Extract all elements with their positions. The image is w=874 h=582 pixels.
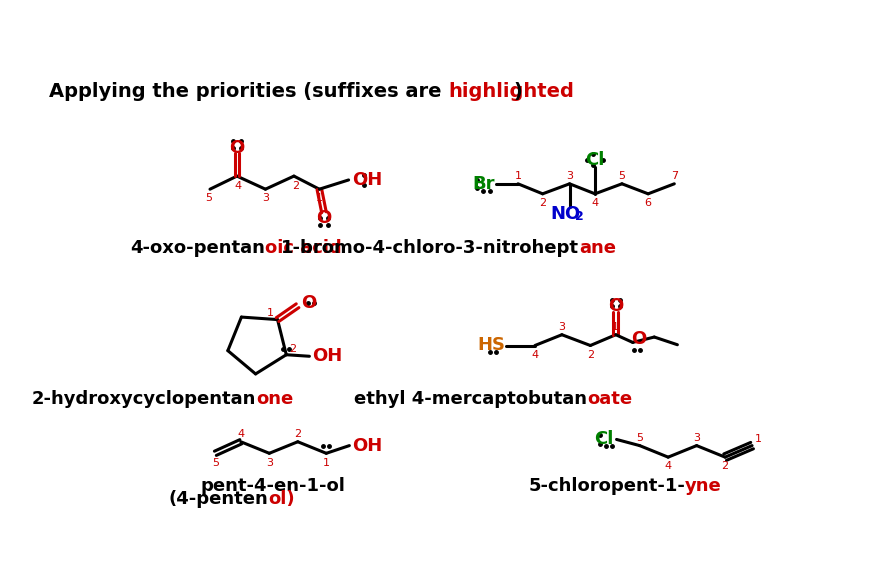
Text: OH: OH [351,171,382,189]
Text: 2: 2 [289,343,296,354]
Text: highlighted: highlighted [448,82,574,101]
Text: Cl: Cl [594,431,614,449]
Text: yne: yne [685,477,722,495]
Text: 4: 4 [664,462,672,471]
Text: Cl: Cl [586,151,605,169]
Text: 2-hydroxycyclopentan: 2-hydroxycyclopentan [31,391,256,409]
Text: ane: ane [579,239,616,257]
Text: one: one [256,391,294,409]
Text: 2: 2 [539,198,546,208]
Text: O: O [316,210,331,228]
Text: pent-4-en-1-ol: pent-4-en-1-ol [201,477,345,495]
Text: 1: 1 [613,322,620,332]
Text: 3: 3 [566,171,573,181]
Text: 3: 3 [266,457,273,467]
Text: 6: 6 [645,198,652,208]
Text: ol): ol) [268,489,295,508]
Text: 1-bromo-4-chloro-3-nitrohept: 1-bromo-4-chloro-3-nitrohept [281,239,579,257]
Text: 5: 5 [205,193,212,204]
Text: O: O [608,297,623,315]
Text: 1: 1 [316,193,323,204]
Text: Applying the priorities (suffixes are: Applying the priorities (suffixes are [49,82,448,101]
Text: 1: 1 [515,171,522,181]
Text: 1: 1 [267,308,274,318]
Text: O: O [302,294,316,311]
Text: 4-oxo-pentan: 4-oxo-pentan [130,239,266,257]
Text: NO: NO [551,205,581,223]
Text: 1: 1 [755,434,762,445]
Text: 5-chloropent-1-: 5-chloropent-1- [528,477,685,495]
Text: O: O [631,329,647,347]
Text: 3: 3 [262,193,269,204]
Text: HS: HS [477,336,505,354]
Text: 2: 2 [295,429,302,439]
Text: 1: 1 [323,457,329,467]
Text: oate: oate [587,391,633,409]
Text: oic acid: oic acid [266,239,343,257]
Text: 2: 2 [292,181,299,191]
Text: 4: 4 [235,181,242,191]
Text: 3: 3 [558,322,565,332]
Text: 4: 4 [592,198,599,208]
Text: 4: 4 [237,429,245,439]
Text: OH: OH [352,436,383,455]
Text: ethyl 4-mercaptobutan: ethyl 4-mercaptobutan [354,391,587,409]
Text: 7: 7 [670,171,678,181]
Text: 5: 5 [636,433,643,443]
Text: 2: 2 [586,350,594,360]
Text: 5: 5 [619,171,626,181]
Text: Br: Br [472,175,495,193]
Text: OH: OH [313,347,343,365]
Text: O: O [229,139,245,157]
Text: 2: 2 [722,462,729,471]
Text: 3: 3 [693,433,700,443]
Text: 5: 5 [212,457,218,467]
Text: (4-penten: (4-penten [169,489,268,508]
Text: ): ) [513,82,523,101]
Text: 4: 4 [531,350,538,360]
Text: 2: 2 [575,211,584,223]
